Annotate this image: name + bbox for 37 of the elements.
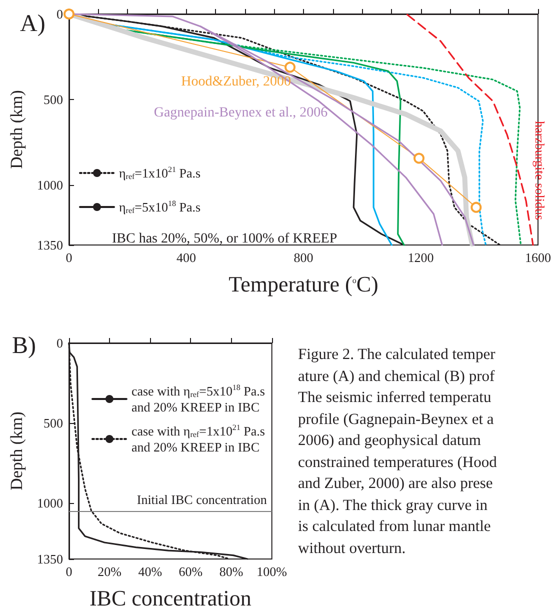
y-axis-title: Depth (km) bbox=[7, 412, 26, 490]
y-tick-label: 1350 bbox=[37, 552, 63, 566]
x-tick-label: 1600 bbox=[525, 250, 551, 265]
text: A) bbox=[20, 11, 46, 37]
x-tick-label: 80% bbox=[219, 564, 244, 579]
x-tick-label: 800 bbox=[294, 250, 314, 265]
series-label: Gagnepain-Beynex et al., 2006 bbox=[154, 106, 328, 121]
caption: Figure 2. The calculated temper bbox=[298, 345, 496, 365]
text: harzburgite solidus bbox=[532, 120, 548, 220]
x-tick-label: 1200 bbox=[408, 250, 434, 265]
y-axis-title: Depth (km) bbox=[7, 90, 26, 169]
text: in (A). The thick gray curve in bbox=[298, 496, 488, 516]
series-label: Hood&Zuber, 2000 bbox=[181, 74, 291, 90]
x-tick-label: 100% bbox=[256, 564, 288, 579]
y-tick-label: 0 bbox=[56, 6, 63, 22]
ref-line-label: Initial IBC concentration bbox=[136, 492, 268, 507]
x-tick-label: 20% bbox=[98, 564, 122, 579]
x-tick-label: 60% bbox=[178, 564, 203, 579]
text: The seismic inferred temperatu bbox=[298, 388, 492, 408]
y-tick-label: 1000 bbox=[37, 496, 63, 510]
y-tick-label: 0 bbox=[56, 336, 63, 350]
text: without overturn. bbox=[298, 538, 406, 558]
x-axis-title: IBC concentration bbox=[89, 586, 252, 610]
y-tick-label: 1000 bbox=[37, 178, 63, 193]
text: constrained temperatures (Hood bbox=[298, 452, 497, 472]
y-tick-label: 500 bbox=[44, 92, 63, 108]
text: profile (Gagnepain-Beynex et a bbox=[298, 410, 494, 430]
text: B) bbox=[12, 333, 36, 359]
y-tick-label: 500 bbox=[44, 416, 63, 430]
y-tick-label: 1350 bbox=[37, 238, 63, 252]
text: is calculated from lunar mantle bbox=[298, 517, 491, 537]
text: 2006) and geophysical datum bbox=[298, 431, 481, 451]
text: and Zuber, 2000) are also prese bbox=[298, 474, 493, 494]
x-tick-label: 400 bbox=[176, 250, 196, 265]
x-tick-label: 40% bbox=[138, 564, 162, 579]
text: ature (A) and chemical (B) prof bbox=[298, 366, 495, 386]
annotation: IBC has 20%, 50%, or 100% of KREEP bbox=[112, 232, 338, 246]
